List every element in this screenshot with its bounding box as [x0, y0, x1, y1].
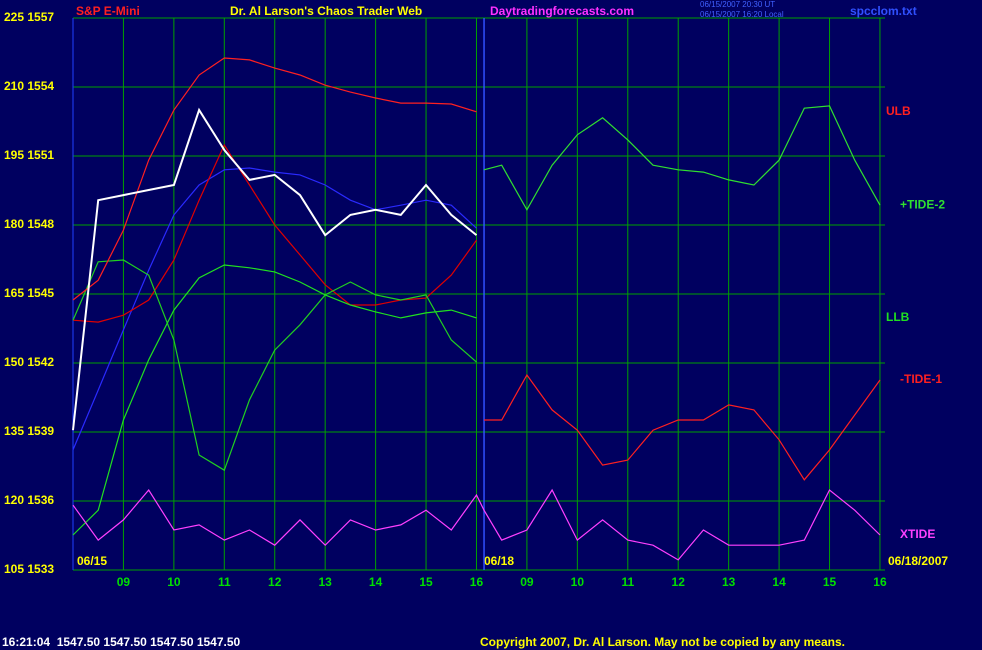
y-tick-label: 195 1551 [4, 148, 54, 162]
x-tick-label: 10 [571, 575, 585, 589]
series-line [484, 373, 881, 481]
chart-title: Dr. Al Larson's Chaos Trader Web [230, 4, 422, 18]
series-line [72, 107, 478, 431]
x-tick-label: 11 [218, 575, 231, 589]
x-tick-label: 16 [873, 575, 887, 589]
file-name: spcclom.txt [850, 4, 917, 18]
y-tick-label: 120 1536 [4, 493, 54, 507]
series-line [72, 264, 477, 536]
series-label: +TIDE-2 [900, 197, 945, 211]
date-label: 06/18 [484, 554, 514, 568]
date-label: 06/15 [77, 554, 107, 568]
series-line [72, 259, 477, 472]
date-label: 06/18/2007 [888, 554, 948, 568]
series-label: XTIDE [900, 527, 935, 541]
y-tick-label: 150 1542 [4, 355, 54, 369]
x-tick-label: 13 [722, 575, 736, 589]
y-tick-label: 165 1545 [4, 286, 54, 300]
site: Daytradingforecasts.com [490, 4, 634, 18]
x-tick-label: 16 [470, 575, 484, 589]
x-tick-label: 14 [772, 575, 786, 589]
y-tick-label: 135 1539 [4, 424, 54, 438]
x-tick-label: 11 [621, 575, 634, 589]
series-line [72, 143, 477, 323]
series-label: -TIDE-1 [900, 372, 942, 386]
quote: 16:21:04 1547.50 1547.50 1547.50 1547.50 [2, 635, 241, 649]
y-tick-label: 210 1554 [4, 79, 54, 93]
series-line [72, 57, 477, 301]
x-tick-label: 15 [823, 575, 837, 589]
copyright: Copyright 2007, Dr. Al Larson. May not b… [480, 635, 845, 649]
y-tick-label: 225 1557 [4, 10, 54, 24]
series-line [483, 105, 881, 212]
series-label: LLB [886, 310, 910, 324]
y-tick-label: 180 1548 [4, 217, 54, 231]
x-tick-label: 14 [369, 575, 383, 589]
x-tick-label: 10 [167, 575, 181, 589]
x-tick-label: 15 [419, 575, 433, 589]
time-ut: 06/15/2007 20:30 UT [700, 0, 775, 9]
x-tick-label: 09 [117, 575, 131, 589]
x-tick-label: 13 [318, 575, 332, 589]
time-local: 06/15/2007 16:20 Local [700, 10, 784, 19]
x-tick-label: 12 [268, 575, 282, 589]
y-tick-label: 105 1533 [4, 562, 54, 576]
series-line [72, 488, 881, 561]
x-tick-label: 09 [520, 575, 534, 589]
series-label: ULB [886, 104, 911, 118]
instrument: S&P E-Mini [76, 4, 140, 18]
x-tick-label: 12 [672, 575, 686, 589]
